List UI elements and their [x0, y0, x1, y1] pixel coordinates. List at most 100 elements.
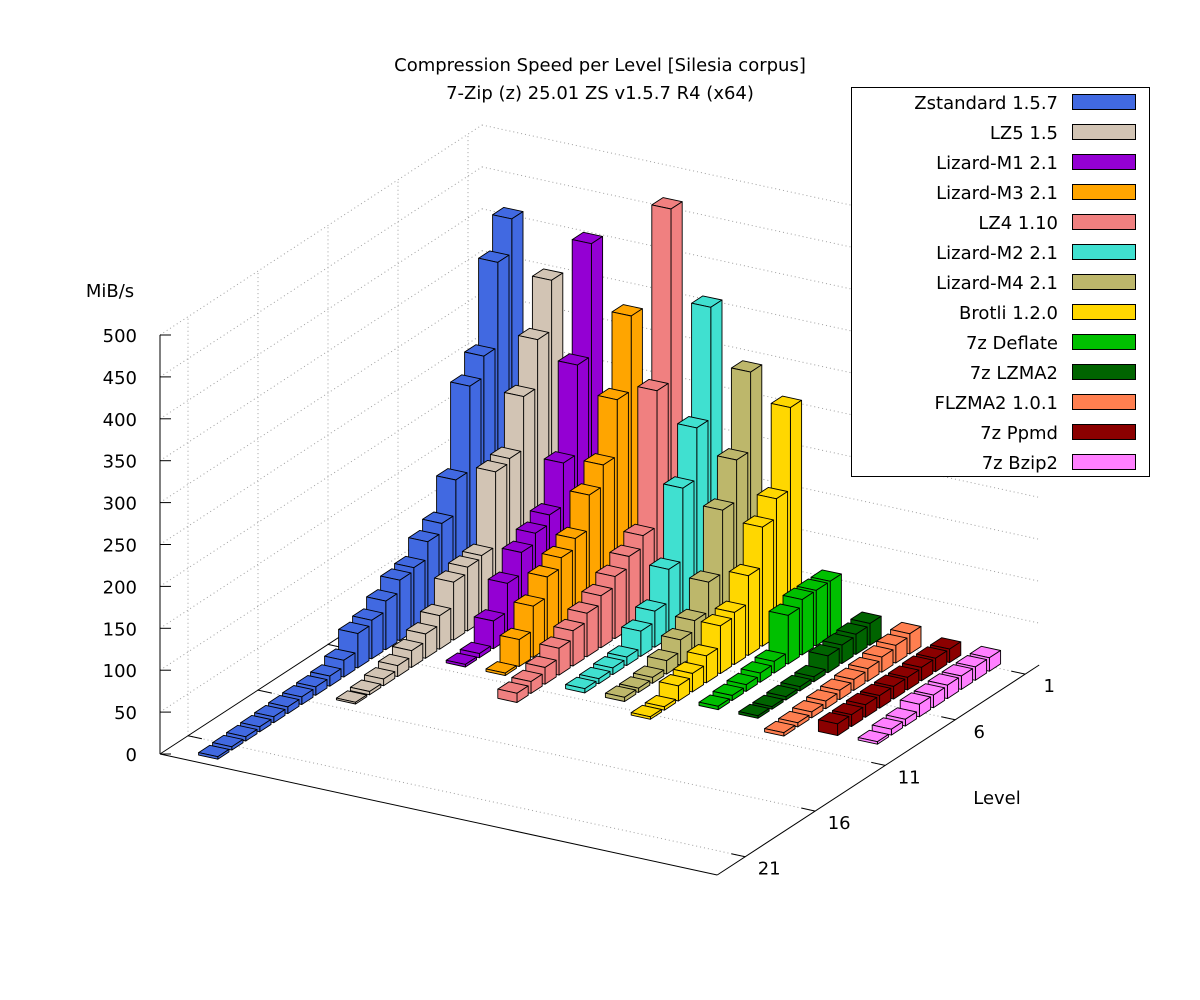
legend-label: 7z Ppmd — [980, 423, 1058, 444]
legend-label: FLZMA2 1.0.1 — [934, 393, 1058, 414]
legend-entry: Lizard-M3 2.1 — [936, 183, 1136, 204]
bars — [198, 197, 1002, 760]
bar-side-face — [787, 607, 800, 665]
bar — [766, 684, 798, 701]
series-7z-lzma2 — [738, 611, 882, 719]
level-axis-line — [716, 664, 1040, 876]
bar — [817, 711, 850, 737]
level-tick-label: 11 — [898, 767, 921, 788]
z-tick-label: 0 — [126, 745, 137, 766]
legend: Zstandard 1.5.7 LZ5 1.5 Lizard-M1 2.1 Lizar… — [851, 87, 1150, 477]
bar-front-face — [764, 728, 785, 737]
level-tick — [1011, 670, 1026, 675]
bar — [198, 744, 230, 760]
legend-entry: 7z Ppmd — [980, 423, 1136, 444]
bar — [497, 681, 529, 703]
bar-front-face — [335, 697, 357, 705]
bar-front-face — [497, 688, 518, 703]
grid — [159, 124, 1040, 858]
bar — [579, 666, 611, 685]
bar — [268, 694, 300, 715]
series-7z-deflate — [698, 569, 842, 711]
bar-side-face — [733, 604, 747, 665]
bar — [658, 674, 691, 702]
bar-side-face — [815, 582, 828, 647]
bar-side-face — [385, 593, 398, 651]
series-7z-bzip2 — [857, 645, 1002, 745]
level-gridline-base — [187, 735, 746, 858]
legend-swatch — [1072, 274, 1136, 290]
legend-entry: Zstandard 1.5.7 — [914, 93, 1136, 114]
legend-label: LZ4 1.10 — [978, 213, 1058, 234]
bar-side-face — [371, 612, 384, 660]
bar-side-face — [453, 574, 466, 641]
level-tick-left — [257, 689, 273, 694]
z-gridline-left-wall — [159, 459, 483, 671]
bar — [752, 694, 784, 710]
bar-front-face — [698, 701, 719, 711]
bar — [738, 703, 770, 719]
z-gridline-left-wall — [159, 417, 483, 629]
legend-swatch — [1072, 454, 1136, 470]
bar-side-face — [829, 573, 842, 638]
bar — [335, 690, 368, 705]
legend-swatch — [1072, 424, 1136, 440]
base-front-edge — [159, 753, 718, 876]
bar — [349, 679, 382, 696]
legend-entry: Lizard-M2 2.1 — [936, 243, 1136, 264]
series-7z-ppmd — [817, 637, 962, 737]
legend-entry: Lizard-M4 2.1 — [936, 273, 1136, 294]
level-tick — [731, 853, 746, 858]
level-tick — [941, 716, 956, 721]
legend-entry: 7z Deflate — [966, 333, 1136, 354]
z-tick-label: 100 — [103, 661, 137, 682]
legend-label: LZ5 1.5 — [990, 123, 1058, 144]
bar — [712, 683, 744, 701]
level-tick-label: 21 — [758, 859, 781, 880]
legend-label: 7z LZMA2 — [970, 363, 1058, 384]
bar-front-face — [445, 659, 466, 668]
level-tick — [871, 761, 886, 766]
series-brotli-1-2-0 — [630, 395, 803, 720]
series-zstandard-1-5-7 — [198, 206, 524, 760]
legend-entry: Lizard-M1 2.1 — [936, 153, 1136, 174]
level-tick — [801, 807, 816, 812]
z-axis-label: MiB/s — [86, 281, 134, 302]
level-tick-left — [187, 735, 203, 740]
bar-front-face — [349, 686, 371, 696]
bar — [871, 717, 904, 736]
z-tick-label: 300 — [103, 494, 137, 515]
bar-front-face — [817, 719, 839, 737]
bar — [485, 661, 517, 677]
legend-label: Brotli 1.2.0 — [959, 303, 1058, 324]
bar — [459, 641, 492, 659]
bar — [604, 685, 637, 702]
series-flzma2-1-0-1 — [764, 621, 922, 737]
chart-subtitle: 7-Zip (z) 25.01 ZS v1.5.7 R4 (x64) — [446, 83, 754, 104]
bar-front-face — [485, 668, 506, 677]
series-lz4-1-10 — [497, 197, 683, 703]
bar — [768, 603, 800, 665]
legend-entry: Brotli 1.2.0 — [959, 303, 1136, 324]
bar-side-face — [586, 605, 599, 658]
legend-entry: 7z Bzip2 — [982, 453, 1136, 474]
legend-label: 7z Deflate — [966, 333, 1058, 354]
z-gridline-left-wall — [159, 250, 483, 462]
bar-front-face — [857, 737, 878, 745]
bar-side-face — [357, 625, 370, 669]
level-tick-label: 16 — [828, 813, 851, 834]
legend-swatch — [1072, 184, 1136, 200]
legend-label: 7z Bzip2 — [982, 453, 1058, 474]
bar-side-face — [439, 607, 452, 650]
z-tick-label: 450 — [103, 368, 137, 389]
legend-swatch — [1072, 154, 1136, 170]
bar-side-face — [572, 623, 585, 667]
z-gridline-left-wall — [159, 124, 483, 336]
z-tick-label: 200 — [103, 577, 137, 598]
bar-front-face — [565, 684, 586, 694]
legend-entry: LZ5 1.5 — [990, 123, 1136, 144]
legend-label: Lizard-M2 2.1 — [936, 243, 1058, 264]
legend-entry: FLZMA2 1.0.1 — [934, 393, 1136, 414]
